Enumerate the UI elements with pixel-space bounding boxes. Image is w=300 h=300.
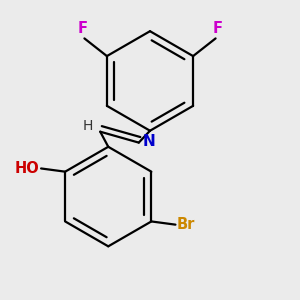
- Text: HO: HO: [15, 161, 40, 176]
- Text: Br: Br: [177, 217, 195, 232]
- Text: H: H: [83, 119, 93, 133]
- Text: F: F: [212, 21, 222, 36]
- Text: F: F: [78, 21, 88, 36]
- Text: N: N: [142, 134, 155, 149]
